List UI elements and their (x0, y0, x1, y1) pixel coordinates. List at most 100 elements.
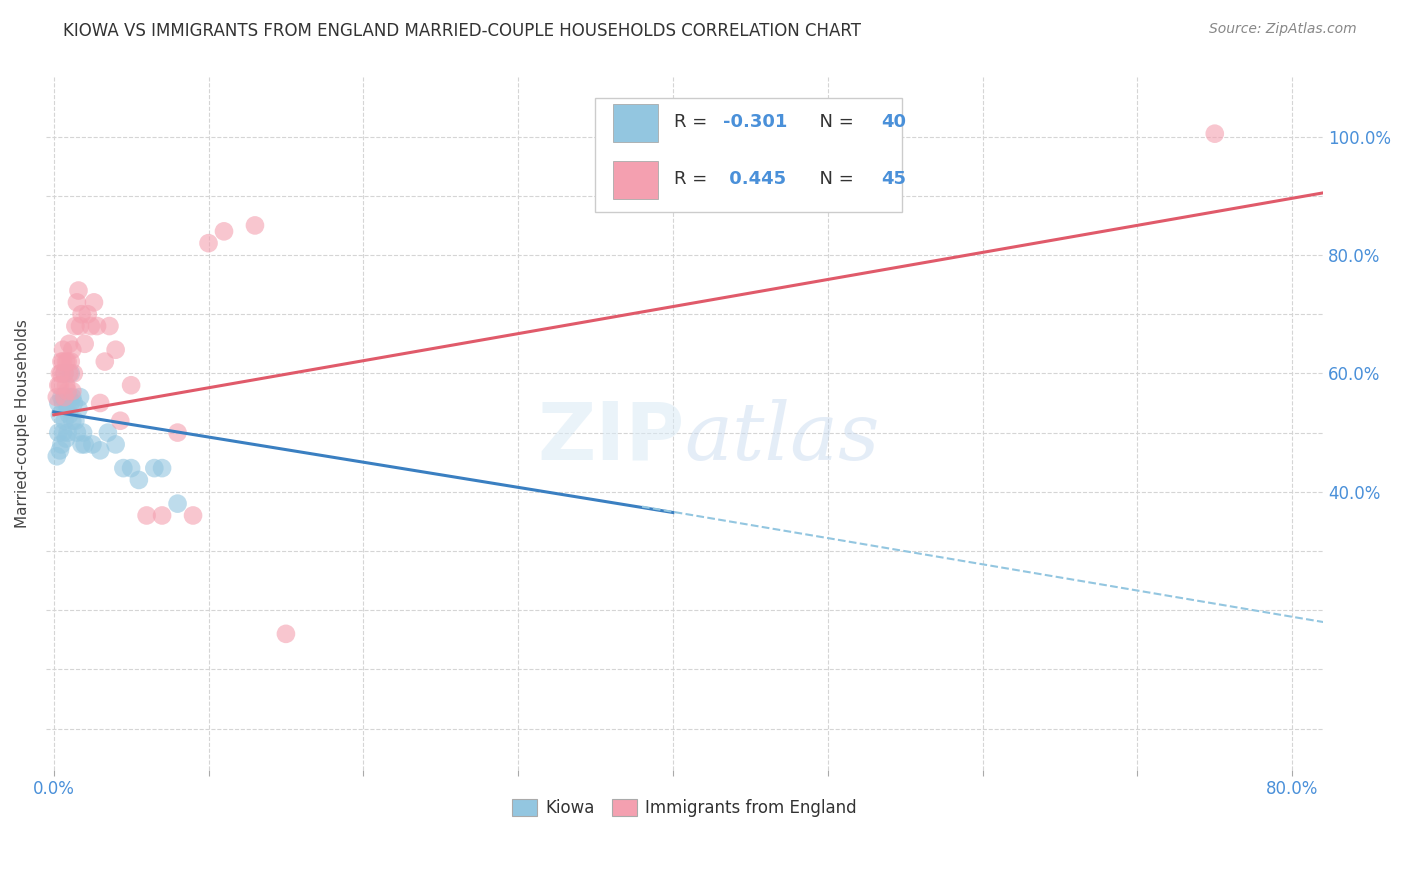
Point (48, 425, 70, 440)
Point (69, 390, 91, 404)
Point (53, 390, 76, 404)
Point (150, 461, 173, 475)
Legend: Kiowa, Immigrants from England: Kiowa, Immigrants from England (506, 792, 863, 824)
Point (166, 497, 188, 511)
Point (48, 396, 70, 410)
Point (58, 367, 80, 381)
Point (166, 425, 188, 440)
Point (97, 425, 120, 440)
Point (58, 336, 80, 351)
Point (52, 425, 75, 440)
Point (58, 390, 80, 404)
Point (65, 414, 87, 428)
Point (52, 343, 75, 357)
Point (63, 367, 86, 381)
Point (49, 408, 72, 422)
Point (60, 390, 83, 404)
Point (98, 319, 121, 334)
Bar (613, 103, 658, 142)
Point (120, 378, 142, 392)
Point (73, 437, 96, 451)
Point (86, 319, 108, 334)
Point (51, 390, 73, 404)
Point (53, 390, 76, 404)
Point (83, 295, 105, 310)
Point (51, 437, 73, 451)
Point (56, 354, 79, 368)
Point (73, 336, 96, 351)
Point (53, 414, 76, 428)
Text: 45: 45 (882, 170, 907, 188)
Text: Source: ZipAtlas.com: Source: ZipAtlas.com (1209, 22, 1357, 37)
Point (60, 384, 83, 399)
Point (59, 396, 82, 410)
Point (243, 219, 266, 233)
Point (89, 443, 111, 458)
Point (59, 367, 82, 381)
Point (56, 401, 79, 416)
FancyBboxPatch shape (595, 98, 901, 212)
Point (55, 396, 77, 410)
Point (65, 319, 87, 334)
Point (70, 437, 93, 451)
Point (80, 319, 103, 334)
Point (104, 343, 127, 357)
Point (72, 425, 94, 440)
Point (76, 307, 98, 321)
Point (1204, 127, 1226, 141)
Y-axis label: Married-couple Households: Married-couple Households (15, 319, 30, 528)
Point (67, 284, 90, 298)
Point (53, 367, 76, 381)
Point (58, 408, 80, 422)
Point (49, 443, 72, 458)
Text: -0.301: -0.301 (723, 113, 787, 131)
Point (52, 396, 75, 410)
Bar (613, 161, 658, 199)
Point (51, 367, 73, 381)
Point (55, 354, 77, 368)
Text: R =: R = (675, 113, 713, 131)
Point (51, 354, 73, 368)
Point (55, 378, 77, 392)
Point (112, 461, 135, 475)
Text: R =: R = (675, 170, 713, 188)
Point (70, 307, 93, 321)
Point (45, 390, 67, 404)
Text: ZIP: ZIP (537, 399, 685, 476)
Point (52, 354, 75, 368)
Point (48, 378, 70, 392)
Text: atlas: atlas (685, 399, 880, 476)
Text: KIOWA VS IMMIGRANTS FROM ENGLAND MARRIED-COUPLE HOUSEHOLDS CORRELATION CHART: KIOWA VS IMMIGRANTS FROM ENGLAND MARRIED… (63, 22, 862, 40)
Point (104, 437, 127, 451)
Point (49, 367, 72, 381)
Text: 40: 40 (882, 113, 907, 131)
Point (53, 367, 76, 381)
Point (45, 450, 67, 464)
Point (66, 295, 89, 310)
Point (181, 508, 204, 523)
Point (274, 627, 297, 641)
Point (69, 319, 91, 334)
Point (49, 378, 72, 392)
Text: N =: N = (808, 113, 860, 131)
Point (150, 508, 173, 523)
Point (60, 343, 83, 357)
Text: N =: N = (808, 170, 860, 188)
Point (82, 437, 104, 451)
Point (94, 354, 117, 368)
Point (212, 224, 235, 238)
Point (56, 384, 79, 399)
Point (59, 354, 82, 368)
Text: 0.445: 0.445 (723, 170, 786, 188)
Point (135, 508, 157, 523)
Point (60, 414, 83, 428)
Point (197, 236, 219, 251)
Point (120, 461, 142, 475)
Point (110, 414, 132, 428)
Point (66, 425, 89, 440)
Point (55, 432, 77, 446)
Point (89, 396, 111, 410)
Point (67, 401, 90, 416)
Point (128, 473, 150, 487)
Point (143, 461, 166, 475)
